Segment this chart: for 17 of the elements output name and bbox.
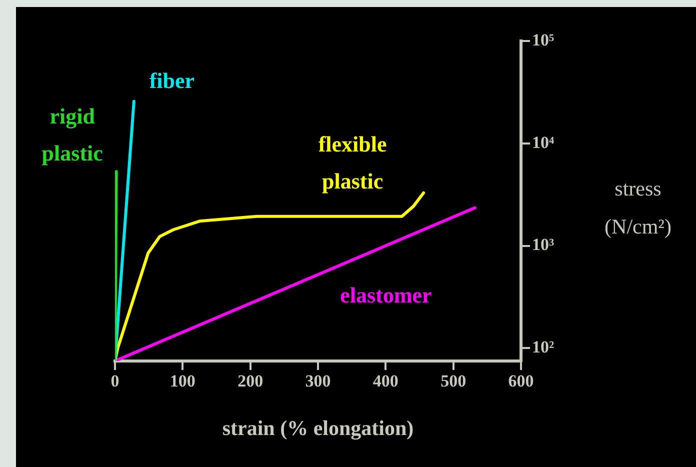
x-tick-label: 0 — [110, 372, 120, 391]
series-label: rigid plastic — [42, 103, 104, 166]
x-tick-label: 500 — [440, 372, 466, 391]
y-axis-title: stress (N/cm²) — [604, 176, 672, 239]
x-tick-label: 400 — [372, 372, 398, 391]
y-tick-label: 10⁵ — [532, 30, 554, 50]
y-tick-label: 10⁴ — [532, 132, 554, 152]
series-label: elastomer — [340, 282, 432, 308]
x-tick-label: 200 — [238, 372, 264, 391]
x-axis-title: strain (% elongation) — [222, 416, 414, 440]
series-label: fiber — [149, 68, 195, 94]
series-label: flexible plastic — [318, 132, 388, 194]
y-tick-label: 10² — [532, 338, 554, 357]
y-tick-label: 10³ — [532, 235, 554, 254]
x-tick-label: 100 — [170, 372, 196, 391]
x-tick-label: 600 — [508, 372, 534, 391]
x-tick-label: 300 — [305, 372, 331, 391]
